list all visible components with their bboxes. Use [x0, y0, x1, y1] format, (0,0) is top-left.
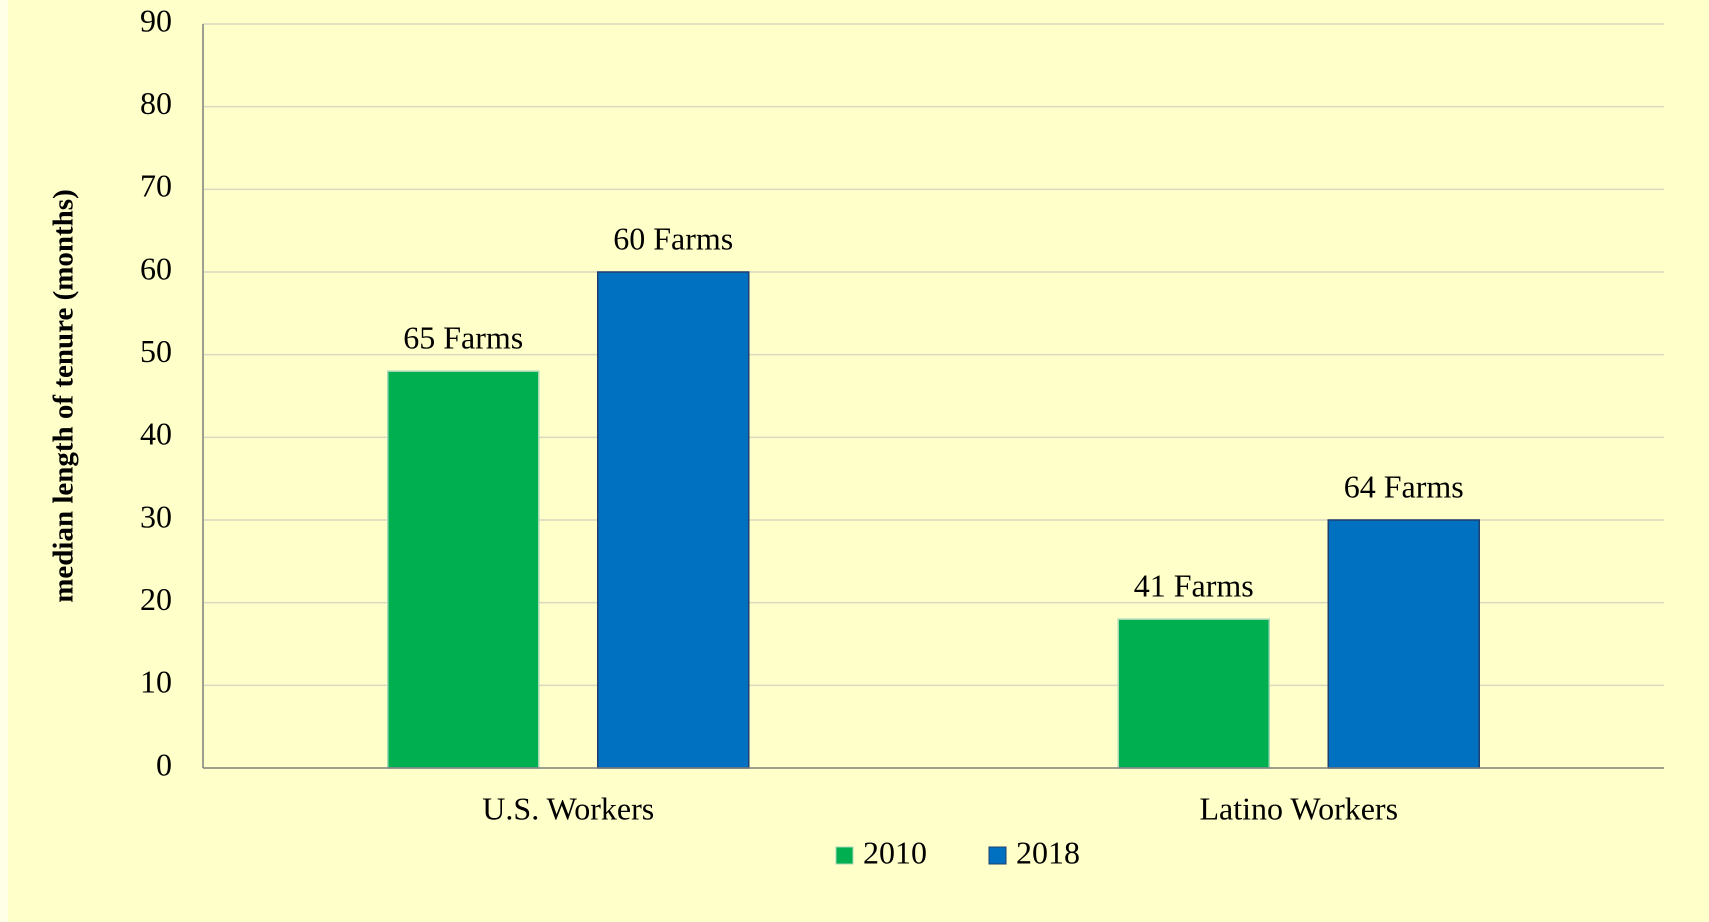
bar [1327, 519, 1480, 769]
y-axis-title: median length of tenure (months) [48, 189, 80, 603]
legend-swatch [835, 846, 854, 865]
bar-annotation: 65 Farms [403, 320, 523, 356]
bar [1117, 618, 1270, 769]
y-tick-label: 0 [156, 746, 172, 782]
bar-annotation: 60 Farms [613, 220, 733, 256]
bar-annotation: 64 Farms [1344, 468, 1464, 504]
x-tick-label: U.S. Workers [482, 790, 654, 826]
y-tick-label: 60 [140, 250, 172, 286]
left-strip [0, 0, 8, 922]
x-tick-label: Latino Workers [1199, 790, 1398, 826]
y-tick-label: 30 [140, 498, 172, 534]
y-tick-label: 40 [140, 416, 172, 452]
bar [387, 370, 540, 769]
y-tick-label: 80 [140, 85, 172, 121]
bar [597, 271, 750, 769]
y-tick-label: 70 [140, 168, 172, 204]
y-tick-label: 90 [140, 2, 172, 38]
bar-annotation: 41 Farms [1134, 568, 1254, 604]
legend-label: 2010 [863, 834, 927, 870]
legend-label: 2018 [1016, 834, 1080, 870]
y-tick-label: 20 [140, 581, 172, 617]
y-tick-label: 50 [140, 333, 172, 369]
y-tick-label: 10 [140, 664, 172, 700]
legend-swatch [988, 846, 1007, 865]
